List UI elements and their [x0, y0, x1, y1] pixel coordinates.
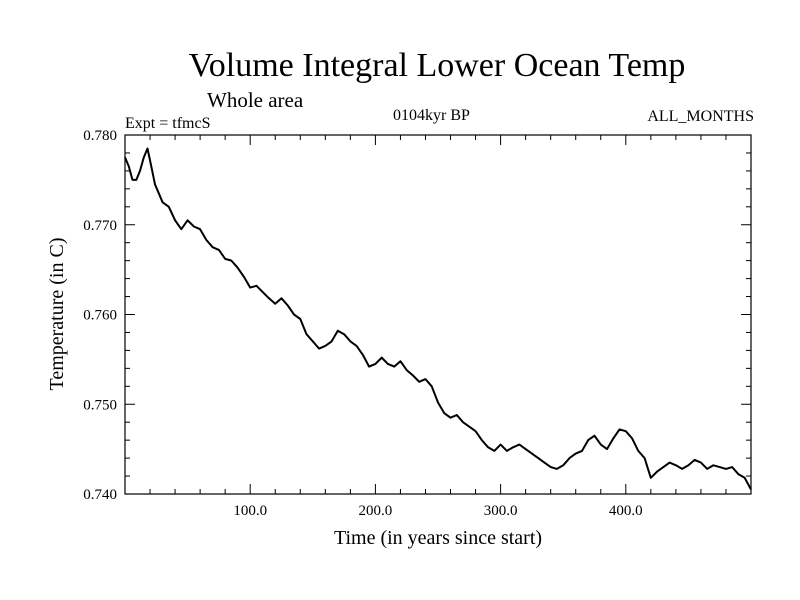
y-tick-label: 0.780: [83, 128, 117, 144]
tick-labels: 100.0 200.0 300.0 400.0 0.740 0.750 0.760 0.770…: [83, 128, 642, 519]
y-tick-label: 0.740: [83, 487, 117, 503]
x-axis-label: Time (in years since start): [334, 527, 542, 549]
x-tick-label: 400.0: [609, 503, 643, 519]
x-tick-label: 300.0: [484, 503, 518, 519]
major-ticks: [125, 135, 751, 494]
x-tick-label: 200.0: [359, 503, 393, 519]
chart-title: Volume Integral Lower Ocean Temp: [189, 47, 686, 84]
chart-subtitle: Whole area: [207, 88, 304, 112]
series-line: [124, 147, 752, 490]
experiment-label: Expt = tfmcS: [125, 115, 210, 132]
plot-frame: [124, 134, 752, 495]
months-label: ALL_MONTHS: [647, 108, 754, 125]
period-label: 0104kyr BP: [393, 107, 470, 124]
y-tick-label: 0.760: [83, 308, 117, 324]
x-tick-label: 100.0: [233, 503, 267, 519]
y-tick-label: 0.750: [83, 397, 117, 413]
minor-ticks: [125, 135, 751, 494]
y-axis-label: Temperature (in C): [46, 238, 68, 391]
plot-area: 100.0 200.0 300.0 400.0 0.740 0.750 0.760 0.770…: [83, 128, 752, 519]
y-tick-label: 0.770: [83, 218, 117, 234]
